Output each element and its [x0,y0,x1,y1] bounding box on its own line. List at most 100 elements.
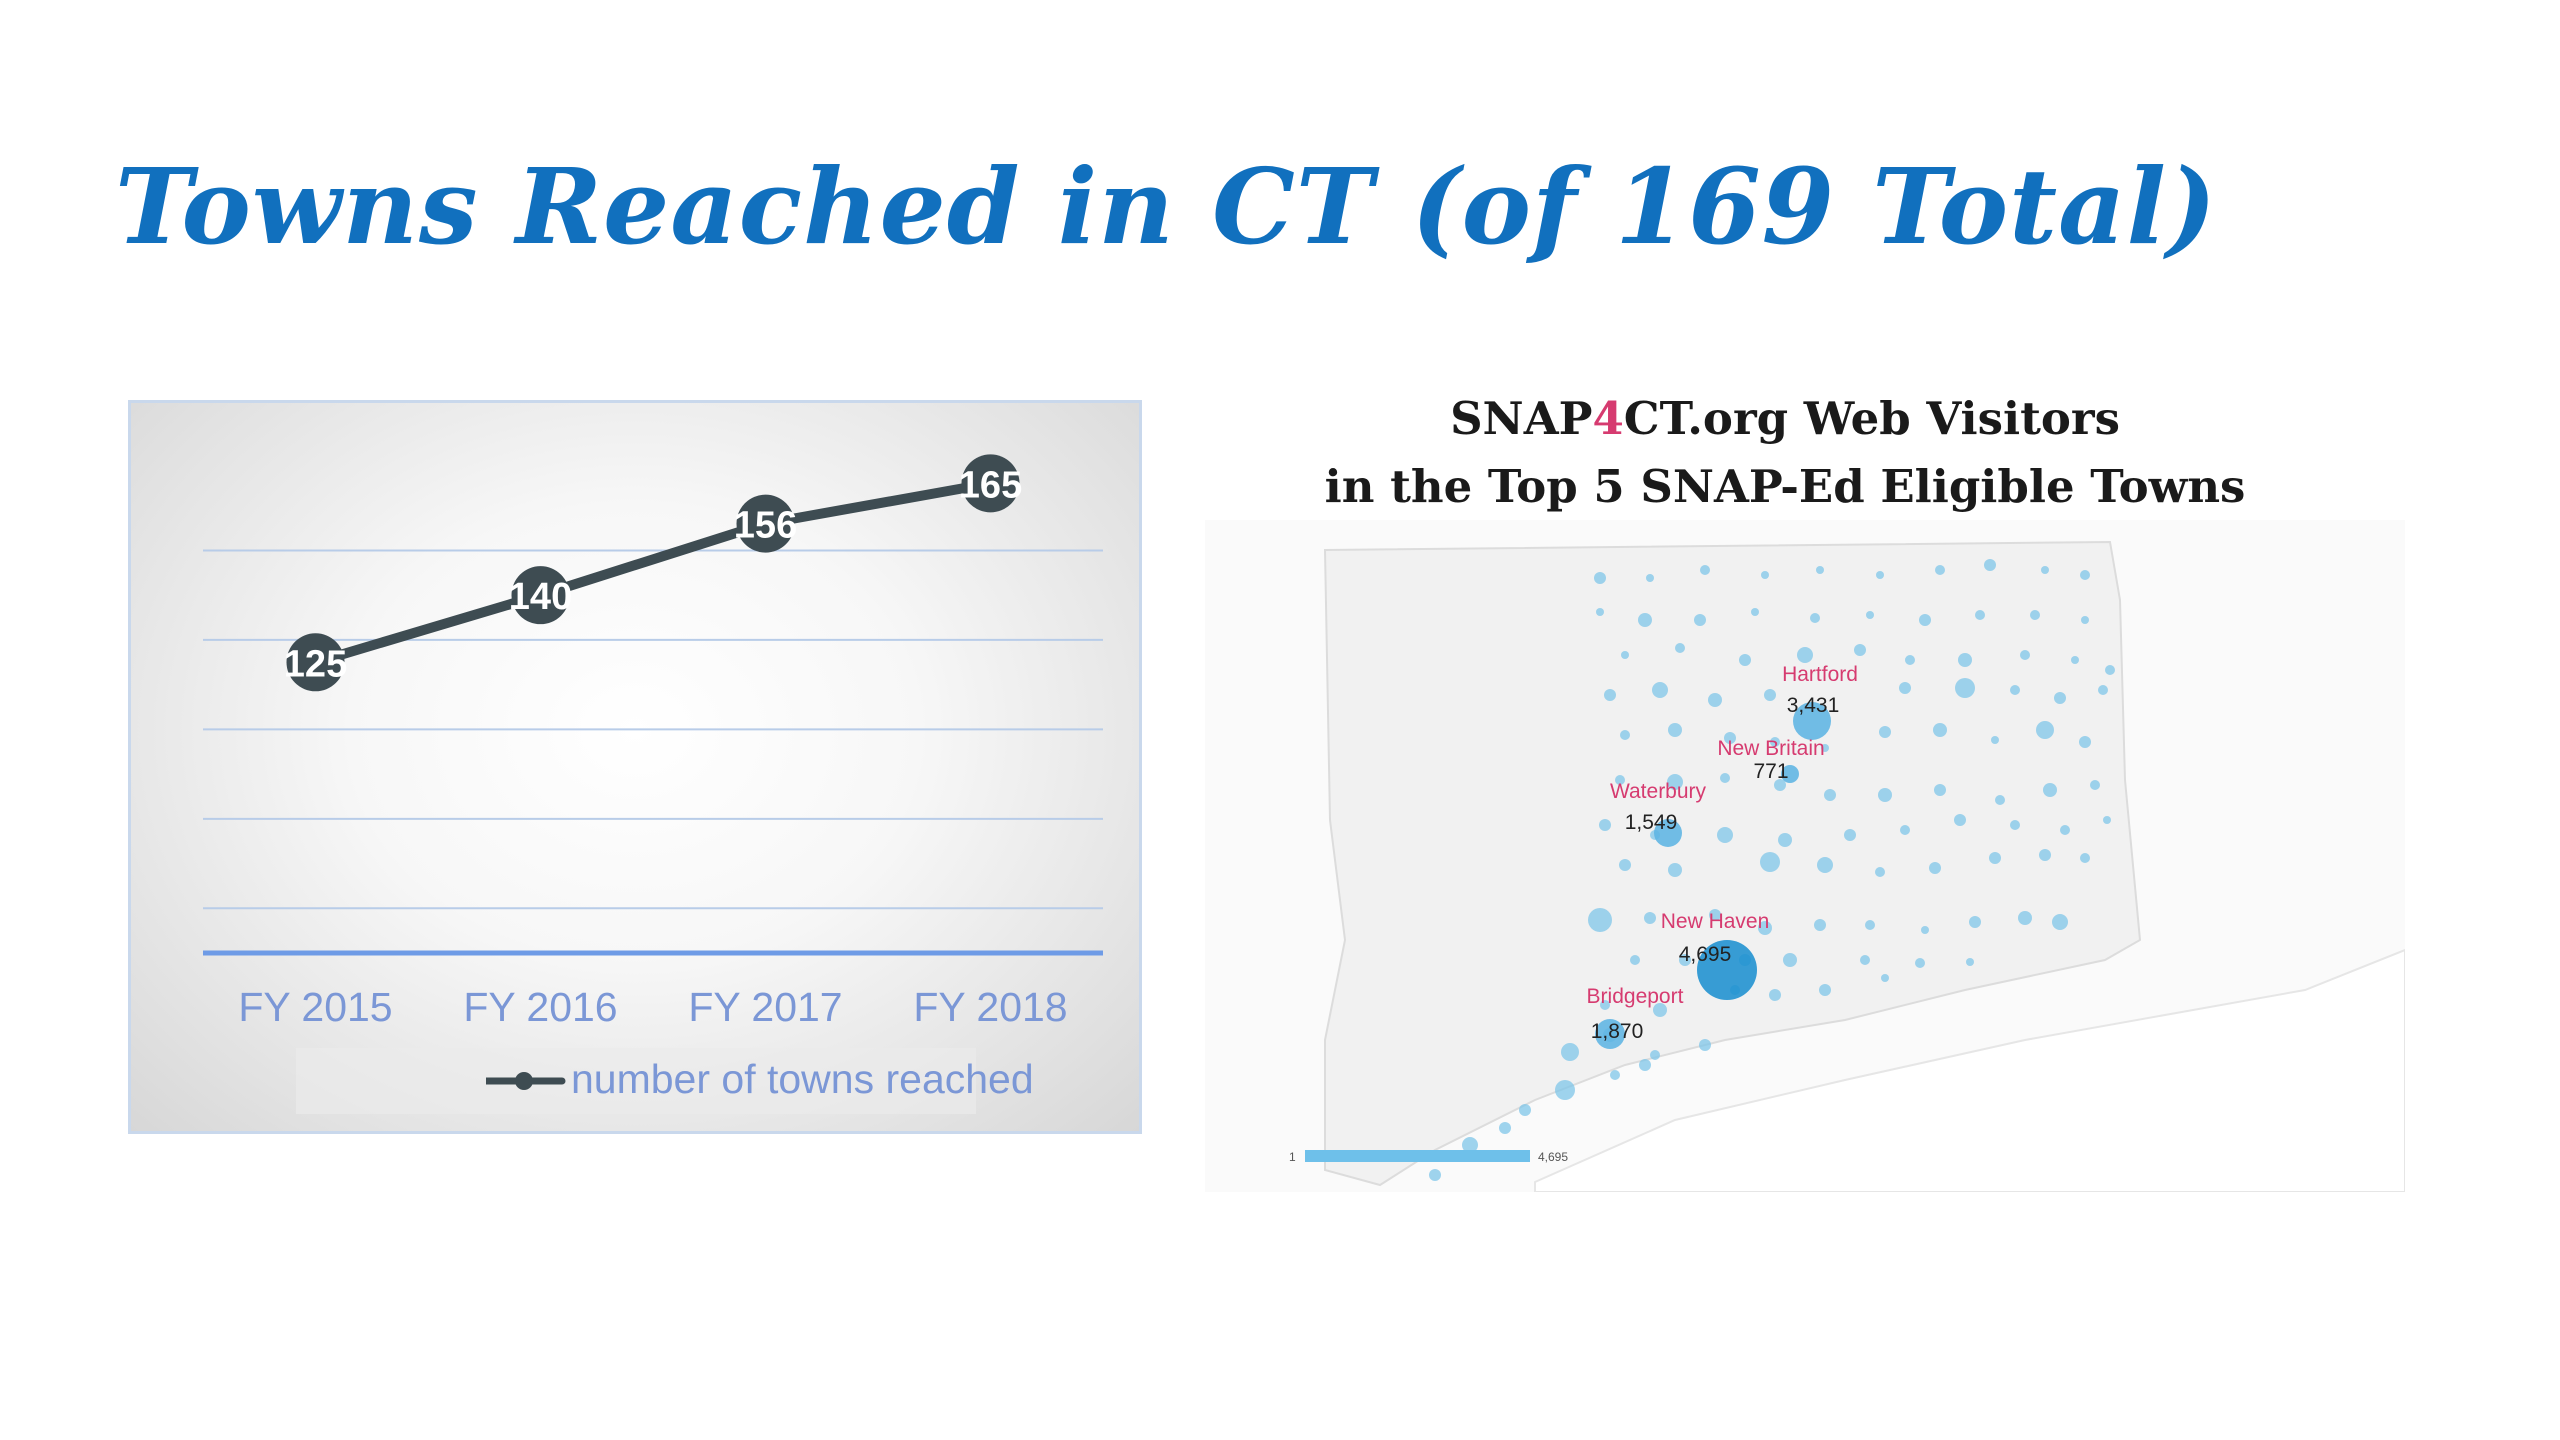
x-tick-label: FY 2018 [913,984,1067,1030]
visitor-bubble [1817,857,1833,873]
visitor-bubble [1881,974,1889,982]
visitor-bubble [1499,1122,1511,1134]
town-name-label: New Haven [1661,910,1770,933]
visitor-bubble [1995,795,2005,805]
visitor-bubble [1860,955,1870,965]
data-point [511,566,570,625]
data-point [961,454,1020,513]
visitor-bubble [2090,780,2100,790]
top-town-bubble [1595,1019,1625,1049]
visitor-bubble [1934,784,1946,796]
visitor-bubble [1600,1000,1610,1010]
top-town-bubble [1697,940,1757,1000]
visitor-bubble [1615,775,1625,785]
visitor-bubble [1652,682,1668,698]
visitor-bubble [1638,613,1652,627]
long-island [1534,948,2405,1192]
visitor-bubble [2081,616,2089,624]
map-title-part: CT.org Web Visitors [1623,392,2120,445]
map-title-line-2: in the Top 5 SNAP-Ed Eligible Towns [1324,460,2246,513]
visitor-bubble [1764,689,1776,701]
visitor-bubble [1561,1043,1579,1061]
visitor-bubble [1724,732,1736,744]
visitor-bubble [1899,682,1911,694]
visitor-bubble [1774,779,1786,791]
visitor-bubble [2010,820,2020,830]
town-value-label: 1,549 [1625,811,1678,834]
visitor-bubble [1875,867,1885,877]
visitor-bubble [1739,654,1751,666]
top-town-bubble [1781,765,1799,783]
visitor-bubble [1816,566,1824,574]
visitor-bubble [1989,852,2001,864]
visitor-bubble [1760,852,1780,872]
map-title-line-1: SNAP4CT.org Web Visitors [1215,385,2355,453]
town-value-label: 4,695 [1679,943,1732,966]
visitor-bubble [1668,723,1682,737]
scale-max-label: 4,695 [1538,1150,1568,1164]
visitor-bubble [1630,955,1640,965]
visitor-bubble [1824,789,1836,801]
series-line [310,478,996,668]
town-name-label: Waterbury [1610,780,1707,803]
data-label: 140 [509,576,572,618]
visitor-bubble [1594,572,1606,584]
visitor-bubble [1821,744,1829,752]
visitor-bubble [1619,859,1631,871]
visitor-bubble [2098,685,2108,695]
data-label: 156 [734,505,797,547]
visitor-bubble [1588,908,1612,932]
visitor-bubble [2036,721,2054,739]
town-value-label: 3,431 [1787,694,1840,717]
visitor-bubble [1694,614,1706,626]
visitor-bubble [1604,689,1616,701]
line-chart: FY 2015 FY 2016 FY 2017 FY 2018 125 140 156 165 [203,454,1103,1030]
town-name-label: New Britain [1717,737,1824,760]
visitor-bubble [1610,1070,1620,1080]
visitor-bubble [2054,692,2066,704]
visitor-bubble [1769,989,1781,1001]
visitor-bubble [1761,571,1769,579]
visitor-bubble [1650,1050,1660,1060]
x-tick-label: FY 2015 [238,984,392,1030]
bubble-map-panel: Hartford 3,431 New Britain 771 Waterbury 1,54… [1205,520,2405,1192]
visitor-bubble [1919,614,1931,626]
visitor-bubble [1955,678,1975,698]
visitor-bubble [1935,565,1945,575]
map-title-accent: 4 [1592,392,1624,445]
visitor-bubble [1758,921,1772,935]
visitor-bubble [1519,1104,1531,1116]
scale-gradient-bar [1305,1150,1530,1162]
visitor-bubble [2043,783,2057,797]
visitor-bubble [2079,736,2091,748]
visitor-bubble [2020,650,2030,660]
visitor-bubble [1620,730,1630,740]
visitor-bubble [1933,723,1947,737]
visitor-bubble [1854,644,1866,656]
x-tick-label: FY 2017 [688,984,842,1030]
visitor-bubble [1810,613,1820,623]
map-title-part: SNAP [1450,392,1593,445]
visitor-bubble [1958,653,1972,667]
visitor-bubble [2105,665,2115,675]
visitor-bubble [2018,911,2032,925]
visitor-bubble [1708,693,1722,707]
line-chart-panel: FY 2015 FY 2016 FY 2017 FY 2018 125 140 156 165… [128,400,1142,1134]
visitor-bubble [1778,833,1792,847]
visitor-bubble [1865,920,1875,930]
visitor-bubble [1555,1080,1575,1100]
visitor-bubble [1921,926,1929,934]
visitor-bubble [1639,1059,1651,1071]
visitor-bubble [2010,685,2020,695]
visitor-bubble [1653,1003,1667,1017]
visitor-bubble [1819,984,1831,996]
visitor-bubble [1717,827,1733,843]
visitor-bubble [1991,736,1999,744]
visitor-bubble [1675,643,1685,653]
visitor-bubble [2103,816,2111,824]
visitor-bubble [1599,819,1611,831]
slide-title: Towns Reached in CT (of 169 Total) [115,145,2218,268]
data-label: 125 [284,643,347,685]
